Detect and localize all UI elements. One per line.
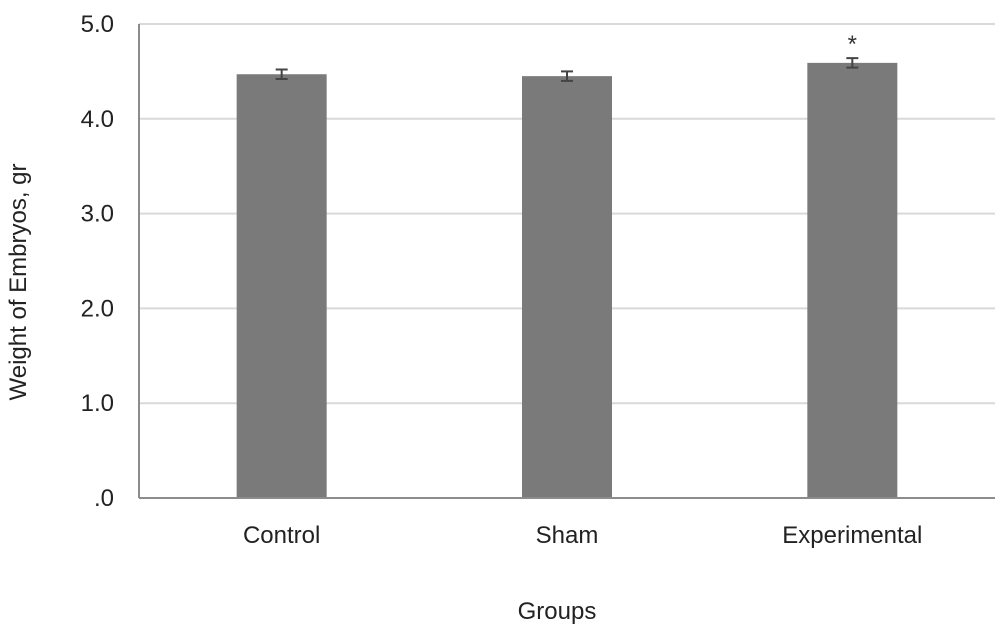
y-tick-label: 2.0: [81, 295, 114, 322]
x-axis-title: Groups: [518, 598, 597, 625]
y-axis-title: Weight of Embryos, gr: [5, 164, 32, 401]
y-tick-label: 4.0: [81, 106, 114, 133]
y-tick-label: 3.0: [81, 201, 114, 228]
error-bars: [275, 57, 859, 82]
bar-experimental: [807, 62, 898, 498]
x-category-label: Control: [243, 522, 320, 549]
y-tick-label: 5.0: [81, 11, 114, 38]
error-bar-control: [275, 68, 288, 80]
y-tick-labels: .0 1.0 2.0 3.0 4.0 5.0: [81, 11, 114, 512]
x-category-labels: Control Sham Experimental: [243, 522, 922, 549]
bars: [236, 62, 898, 498]
bar-sham: [522, 76, 612, 498]
x-category-label: Sham: [536, 522, 599, 549]
error-bar-sham: [561, 70, 573, 82]
x-category-label: Experimental: [782, 522, 922, 549]
y-tick-label: 1.0: [81, 390, 114, 417]
significance-marker: *: [848, 31, 857, 58]
axes: [138, 24, 995, 499]
error-bar-experimental: [846, 57, 859, 69]
annotations: *: [848, 31, 857, 58]
bar-control: [236, 74, 327, 498]
y-tick-label: .0: [94, 485, 114, 512]
